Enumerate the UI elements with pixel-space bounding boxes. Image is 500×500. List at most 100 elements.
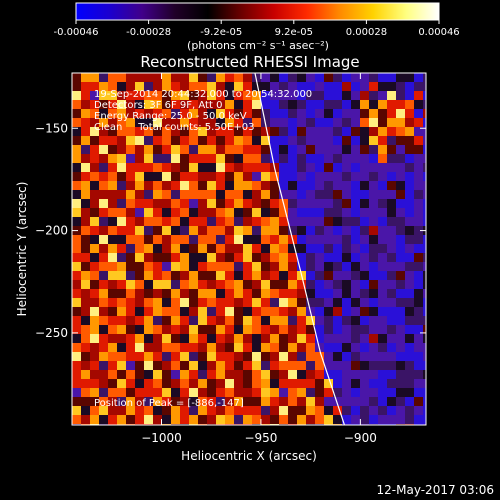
heatmap-cell [378, 262, 388, 272]
heatmap-cell [234, 91, 244, 101]
heatmap-cell [72, 73, 82, 83]
heatmap-cell [90, 172, 100, 182]
footer-timestamp: 12-May-2017 03:06 [377, 483, 494, 497]
heatmap-cell [387, 190, 397, 200]
heatmap-cell [306, 334, 316, 344]
heatmap-cell [261, 253, 271, 263]
heatmap-cell [333, 343, 343, 353]
heatmap-cell [405, 136, 415, 146]
heatmap-cell [81, 361, 91, 371]
heatmap-cell [387, 127, 397, 137]
heatmap-cell [99, 208, 109, 218]
heatmap-cell [378, 307, 388, 317]
heatmap-cell [126, 163, 136, 173]
heatmap-cell [288, 109, 298, 119]
heatmap-cell [315, 289, 325, 299]
heatmap-cell [369, 91, 379, 101]
heatmap-cell [72, 118, 82, 128]
heatmap-cell [288, 217, 298, 227]
heatmap-cell [90, 307, 100, 317]
heatmap-cell [72, 145, 82, 155]
heatmap-cell [396, 253, 406, 263]
heatmap-cell [153, 208, 163, 218]
heatmap-cell [90, 226, 100, 236]
heatmap-cell [270, 316, 280, 326]
heatmap-cell [378, 253, 388, 263]
heatmap-cell [126, 235, 136, 245]
heatmap-cell [270, 244, 280, 254]
heatmap-cell [153, 82, 163, 92]
heatmap-cell [225, 370, 235, 380]
heatmap-cell [153, 163, 163, 173]
heatmap-cell [216, 235, 226, 245]
heatmap-cell [360, 262, 370, 272]
heatmap-cell [135, 235, 145, 245]
heatmap-cell [279, 136, 289, 146]
heatmap-cell [153, 235, 163, 245]
heatmap-cell [153, 280, 163, 290]
heatmap-cell [279, 343, 289, 353]
heatmap-cell [252, 316, 262, 326]
heatmap-cell [333, 73, 343, 83]
heatmap-cell [243, 118, 253, 128]
heatmap-cell [261, 235, 271, 245]
heatmap-cell [234, 361, 244, 371]
heatmap-cell [135, 109, 145, 119]
heatmap-cell [261, 271, 271, 281]
heatmap-cell [189, 226, 199, 236]
heatmap-cell [153, 397, 163, 407]
heatmap-cell [234, 190, 244, 200]
heatmap-cell [117, 298, 127, 308]
heatmap-cell [387, 208, 397, 218]
heatmap-cell [135, 289, 145, 299]
heatmap-cell [378, 244, 388, 254]
heatmap-cell [135, 388, 145, 398]
heatmap-cell [324, 406, 334, 416]
heatmap-cell [135, 271, 145, 281]
heatmap-cell [144, 352, 154, 362]
heatmap-cell [288, 415, 298, 425]
heatmap-cell [351, 406, 361, 416]
heatmap-cell [99, 154, 109, 164]
heatmap-cell [180, 262, 190, 272]
heatmap-cell [315, 352, 325, 362]
heatmap-cell [315, 370, 325, 380]
heatmap-cell [126, 343, 136, 353]
heatmap-cell [81, 370, 91, 380]
heatmap-cell [126, 352, 136, 362]
heatmap-cell [234, 262, 244, 272]
heatmap-cell [72, 370, 82, 380]
heatmap-cell [162, 379, 172, 389]
heatmap-cell [117, 145, 127, 155]
heatmap-cell [306, 127, 316, 137]
heatmap-cell [180, 235, 190, 245]
heatmap-cell [234, 235, 244, 245]
heatmap-cell [72, 235, 82, 245]
heatmap-cell [315, 181, 325, 191]
heatmap-cell [180, 127, 190, 137]
heatmap-cell [135, 343, 145, 353]
heatmap-cell [423, 352, 426, 362]
heatmap-cell [198, 73, 208, 83]
heatmap-cell [279, 154, 289, 164]
heatmap-cell [252, 253, 262, 263]
heatmap-cell [198, 127, 208, 137]
heatmap-cell [288, 145, 298, 155]
heatmap-cell [108, 226, 118, 236]
heatmap-cell [99, 172, 109, 182]
heatmap-cell [360, 145, 370, 155]
heatmap-cell [216, 370, 226, 380]
heatmap-cell [243, 415, 253, 425]
heatmap-cell [270, 334, 280, 344]
heatmap-cell [414, 82, 424, 92]
heatmap-cell [423, 82, 426, 92]
heatmap-cell [90, 379, 100, 389]
heatmap-cell [324, 118, 334, 128]
peak-position-label: Position of Peak = [-886,-147] [94, 398, 244, 409]
heatmap-cell [225, 109, 235, 119]
heatmap-cell [288, 127, 298, 137]
heatmap-cell [180, 271, 190, 281]
heatmap-cell [90, 109, 100, 119]
heatmap-cell [198, 415, 208, 425]
heatmap-cell [117, 100, 127, 110]
